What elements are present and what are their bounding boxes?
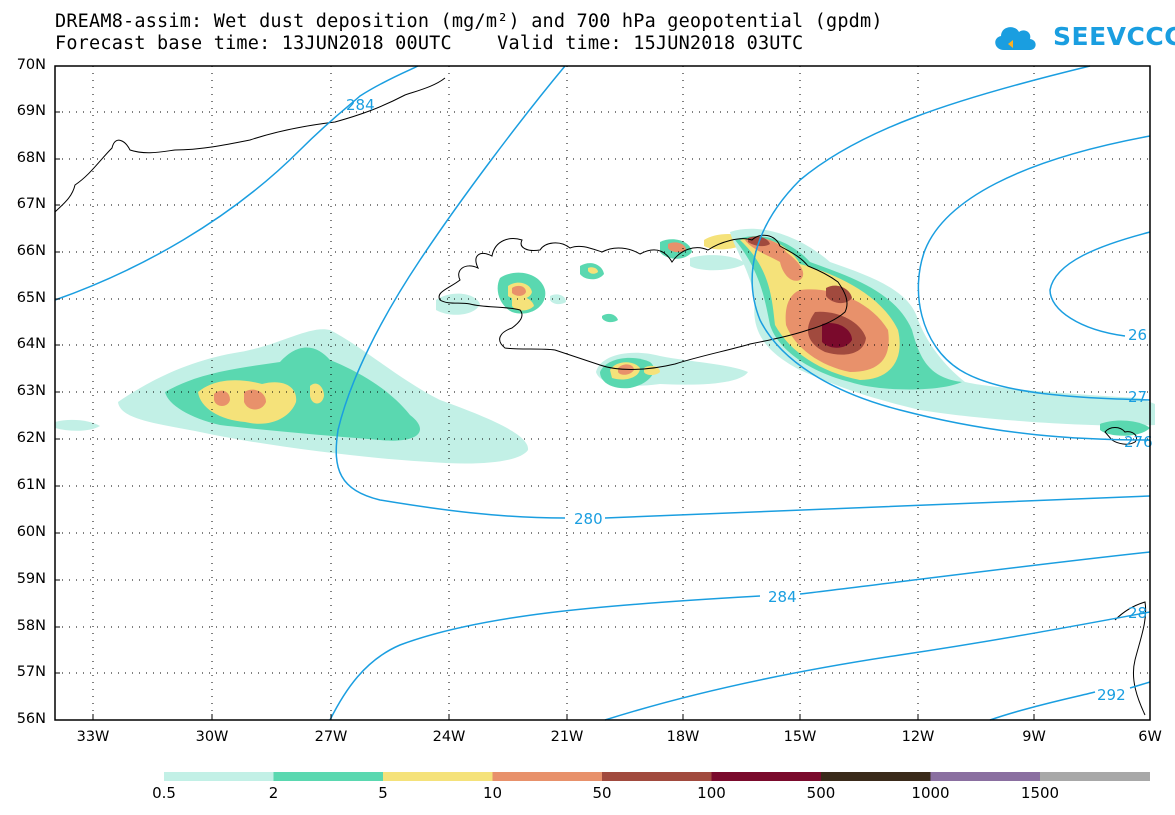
lat-label: 70N [16, 57, 46, 73]
contour-276 [751, 65, 1151, 441]
colorbar-swatch [1040, 772, 1150, 781]
contour-label: 284 [768, 588, 797, 606]
lat-label: 62N [16, 430, 46, 446]
colorbar-label: 0.5 [152, 784, 176, 802]
contour-label: 276 [1124, 433, 1153, 451]
colorbar-swatch [492, 772, 603, 781]
map-title: DREAM8-assim: Wet dust deposition (mg/m²… [55, 11, 883, 32]
faroe-coast [1104, 427, 1138, 445]
iceland-coast [438, 234, 848, 370]
contour-284 [329, 551, 1151, 721]
map-subtitle: Forecast base time: 13JUN2018 00UTC Vali… [55, 33, 804, 54]
colorbar-swatch [383, 772, 493, 781]
geopotential-contours [54, 65, 1151, 721]
contour-label: 28 [1128, 604, 1147, 622]
colorbar-label: 50 [592, 784, 612, 802]
colorbar-swatch [164, 772, 274, 781]
lon-label: 9W [1022, 729, 1046, 745]
lat-label: 58N [16, 618, 46, 634]
colorbar-swatch [602, 772, 712, 781]
greenland-coast [54, 77, 446, 213]
colorbar-swatch [821, 772, 931, 781]
contour-272 [917, 135, 1151, 401]
colorbar-label: 5 [378, 784, 388, 802]
lon-label: 24W [432, 729, 466, 745]
map-frame [54, 65, 1151, 721]
lat-label: 64N [16, 336, 46, 352]
colorbar [164, 772, 1150, 781]
contour-label: 26 [1128, 326, 1147, 344]
lat-label: 56N [16, 711, 46, 727]
lat-label: 69N [16, 103, 46, 119]
contour-280 [335, 65, 1151, 519]
lat-label: 66N [16, 243, 46, 259]
contour-284-north [54, 65, 419, 301]
lon-label: 18W [666, 729, 700, 745]
lat-label: 60N [16, 524, 46, 540]
lat-label: 65N [16, 290, 46, 306]
dust-field [55, 228, 1155, 464]
logo-text: SEEVCCC [1053, 22, 1175, 51]
colorbar-label: 2 [268, 784, 279, 802]
contour-292 [989, 681, 1151, 721]
contour-268 [1049, 231, 1151, 337]
coastlines [54, 77, 1147, 716]
colorbar-label: 1500 [1020, 784, 1060, 802]
lat-label: 68N [16, 150, 46, 166]
grid-lines [55, 66, 1150, 720]
lat-label: 57N [16, 664, 46, 680]
cloud-icon [995, 27, 1036, 50]
contour-label: 280 [574, 510, 603, 528]
contour-label: 284 [346, 96, 375, 114]
lon-label: 15W [783, 729, 817, 745]
axis-ticks [55, 65, 1035, 720]
contour-label: 27 [1128, 388, 1147, 406]
lon-label: 30W [195, 729, 229, 745]
scotland-coast [1114, 601, 1147, 716]
lon-label: 33W [76, 729, 110, 745]
colorbar-swatch [711, 772, 822, 781]
colorbar-swatch [273, 772, 384, 781]
contour-288 [604, 611, 1151, 721]
colorbar-label: 100 [697, 784, 726, 802]
lon-label: 12W [901, 729, 935, 745]
lat-label: 61N [16, 477, 46, 493]
colorbar-swatch [930, 772, 1041, 781]
lat-label: 63N [16, 383, 46, 399]
lon-label: 6W [1138, 729, 1162, 745]
contour-labels: 284 280 284 292 26 27 276 28 [346, 96, 1153, 704]
lon-label: 21W [550, 729, 584, 745]
colorbar-label: 10 [482, 784, 503, 802]
colorbar-label: 1000 [911, 784, 950, 802]
colorbar-label: 500 [806, 784, 836, 802]
lat-label: 67N [16, 196, 46, 212]
contour-label: 292 [1097, 686, 1126, 704]
lon-label: 27W [314, 729, 348, 745]
lat-label: 59N [16, 571, 46, 587]
